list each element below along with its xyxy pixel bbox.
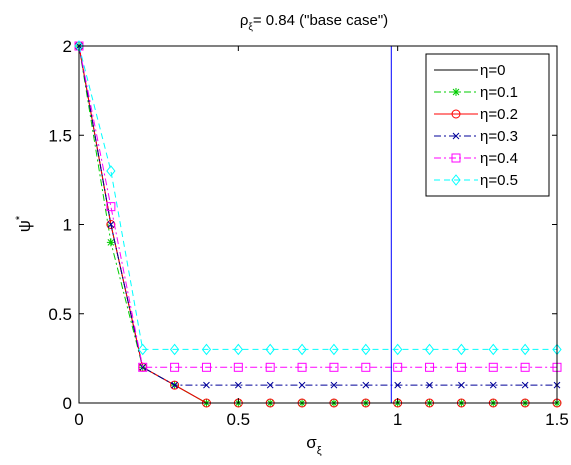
x-tick-label: 1 — [393, 410, 402, 429]
x-tick-label: 0.5 — [227, 410, 251, 429]
series-4 — [74, 41, 562, 372]
series-5 — [74, 40, 562, 356]
data-point-5-12 — [456, 343, 467, 356]
data-point-4-4 — [201, 362, 211, 372]
data-point-4-11 — [425, 362, 435, 372]
data-point-5-4 — [201, 343, 212, 356]
legend-label-5: η=0.5 — [480, 172, 518, 189]
data-point-3-6 — [266, 381, 274, 389]
data-point-3-7 — [298, 381, 306, 389]
data-point-3-8 — [330, 381, 338, 389]
data-point-1-1 — [106, 238, 115, 247]
y-tick-label: 1.5 — [48, 126, 72, 145]
data-point-4-13 — [488, 362, 498, 372]
data-point-3-11 — [426, 381, 433, 389]
legend-label-0: η=0 — [480, 62, 505, 79]
legend: η=0 η=0.1 η=0.2 η=0.3 η=0.4 η=0.5 — [425, 53, 550, 197]
data-point-5-3 — [169, 343, 180, 356]
legend-label-3: η=0.3 — [480, 128, 518, 145]
data-point-5-6 — [265, 343, 275, 356]
legend-marker-5 — [451, 174, 461, 186]
data-point-5-10 — [393, 343, 403, 356]
data-point-3-10 — [394, 381, 402, 389]
y-tick-label: 0 — [63, 394, 72, 413]
data-point-3-2 — [139, 363, 147, 371]
y-axis-label: ψ* — [14, 215, 34, 232]
data-point-3-5 — [234, 381, 242, 389]
data-point-5-2 — [138, 343, 148, 356]
data-point-5-8 — [329, 343, 339, 356]
legend-marker-3 — [452, 132, 460, 140]
data-point-5-9 — [361, 343, 371, 356]
data-point-5-13 — [488, 343, 498, 356]
data-point-4-10 — [393, 362, 403, 372]
data-point-3-3 — [171, 381, 178, 389]
data-point-3-13 — [489, 381, 497, 389]
data-point-4-6 — [265, 362, 275, 372]
series-line-5 — [78, 45, 557, 350]
legend-marker-4 — [451, 153, 461, 163]
legend-marker-2 — [451, 109, 461, 119]
data-point-4-3 — [170, 362, 180, 372]
data-point-4-5 — [233, 362, 243, 372]
data-point-4-8 — [329, 362, 339, 372]
legend-marker-1 — [452, 88, 460, 96]
data-point-3-12 — [458, 381, 465, 389]
data-point-5-1 — [106, 165, 116, 177]
y-tick-label: 1 — [63, 216, 72, 235]
data-point-4-7 — [297, 362, 307, 372]
data-point-4-12 — [456, 362, 466, 372]
legend-label-1: η=0.1 — [480, 84, 518, 101]
axis-ticks: 0 0.5 1 1.5 0 0.5 1 1.5 2 — [48, 37, 568, 429]
x-axis-label: σξ — [306, 433, 322, 457]
data-point-5-5 — [233, 343, 243, 356]
data-point-2-3 — [170, 380, 180, 390]
x-tick-label: 1.5 — [545, 410, 569, 429]
chart-title: ρξ= 0.84 ("base case") — [240, 12, 388, 33]
data-point-3-4 — [203, 381, 210, 389]
data-point-4-1 — [106, 202, 116, 212]
x-tick-label: 0 — [74, 410, 83, 429]
data-point-4-2 — [138, 362, 148, 372]
series-line-4 — [78, 45, 557, 368]
data-point-5-14 — [520, 343, 530, 356]
legend-box — [425, 53, 550, 197]
series-line-3 — [78, 45, 557, 386]
legend-label-4: η=0.4 — [480, 150, 518, 167]
data-point-4-9 — [361, 362, 371, 372]
data-point-3-9 — [362, 381, 370, 389]
y-tick-label: 2 — [63, 37, 72, 56]
data-point-5-7 — [297, 343, 307, 356]
legend-label-2: η=0.2 — [480, 106, 518, 123]
data-point-3-1 — [107, 221, 115, 228]
series-3 — [75, 42, 561, 389]
data-point-4-14 — [520, 362, 530, 372]
data-point-3-14 — [521, 381, 529, 389]
data-point-5-11 — [424, 343, 435, 356]
y-tick-label: 0.5 — [48, 305, 72, 324]
